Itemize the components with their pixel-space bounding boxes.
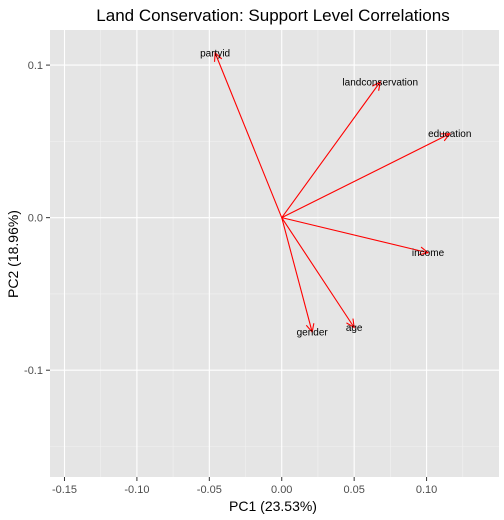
- x-axis-ticks: -0.15 -0.10 -0.05 0.00 0.05 0.10: [52, 477, 437, 496]
- arrowhead-income: [419, 246, 430, 256]
- arrowhead-education: [440, 133, 451, 142]
- y-tick-label: 0.0: [28, 213, 43, 225]
- arrowhead-landconservation: [372, 80, 381, 91]
- loading-vectors: [213, 51, 451, 334]
- y-tick-label: -0.1: [24, 365, 43, 377]
- vector-age: [281, 217, 355, 328]
- vector-label-age: age: [346, 323, 363, 334]
- vector-partyid: [214, 52, 283, 218]
- chart-title: Land Conservation: Support Level Correla…: [96, 6, 449, 25]
- vector-income: [281, 217, 429, 254]
- x-tick-label: -0.10: [124, 484, 149, 496]
- x-tick-label: 0.00: [271, 484, 292, 496]
- arrowhead-partyid: [213, 51, 223, 62]
- y-axis-ticks: 0.1 0.0 -0.1: [24, 60, 50, 377]
- vector-label-income: income: [412, 248, 445, 259]
- x-tick-label: 0.10: [416, 484, 437, 496]
- x-tick-label: -0.05: [197, 484, 222, 496]
- x-tick-label: 0.05: [343, 484, 364, 496]
- vector-label-landconservation: landconservation: [342, 77, 418, 88]
- vector-label-gender: gender: [297, 328, 329, 339]
- y-axis-label: PC2 (18.96%): [5, 210, 21, 298]
- arrowhead-age: [346, 318, 355, 329]
- x-tick-label: -0.15: [52, 484, 77, 496]
- arrowhead-gender: [305, 323, 315, 334]
- vector-education: [281, 133, 451, 219]
- vector-landconservation: [281, 81, 381, 218]
- vector-label-partyid: partyid: [200, 48, 230, 59]
- vector-label-education: education: [428, 129, 471, 140]
- vector-gender: [281, 217, 313, 333]
- vector-labels: partyid landconservation education income ag…: [200, 48, 471, 338]
- x-axis-label: PC1 (23.53%): [229, 498, 317, 514]
- minor-gridlines: [50, 30, 499, 477]
- y-tick-label: 0.1: [28, 60, 43, 72]
